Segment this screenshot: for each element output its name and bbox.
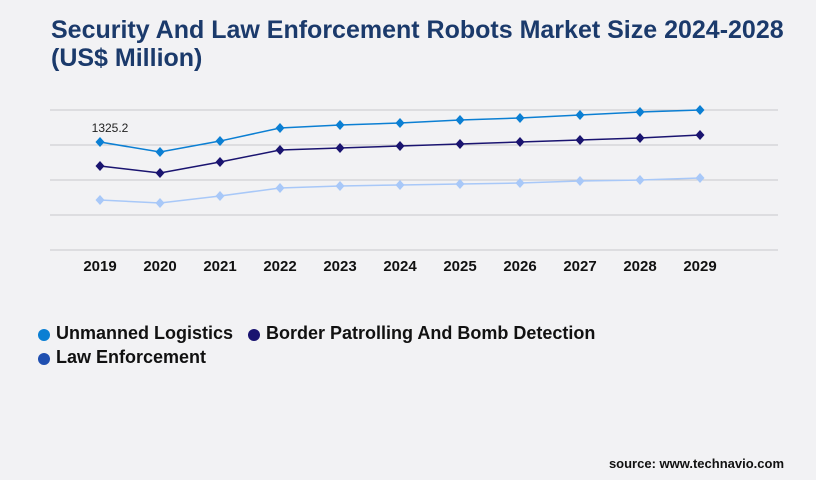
data-point-marker: [635, 175, 645, 185]
x-tick-label: 2020: [143, 258, 176, 275]
data-point-marker: [95, 195, 105, 206]
data-point-marker: [335, 142, 345, 153]
line-chart: 2019 2020 2021 2022 2023 2024 2025 2026 2027 2028…: [50, 105, 778, 275]
data-label: 1325.2: [92, 121, 129, 135]
source-note: source: www.technavio.com: [608, 456, 784, 471]
data-point-marker: [455, 115, 465, 126]
data-point-marker: [455, 138, 465, 149]
data-point-marker: [275, 182, 285, 193]
data-point-marker: [575, 109, 585, 120]
data-point-marker: [635, 133, 645, 144]
data-point-marker: [215, 156, 225, 167]
data-point-marker: [515, 112, 525, 123]
legend-marker-icon: [248, 329, 260, 341]
data-point-marker: [395, 117, 405, 128]
x-tick-label: 2022: [263, 258, 296, 275]
data-point-marker: [515, 178, 525, 189]
legend-item-law-enforcement: Law Enforcement: [38, 347, 206, 368]
data-point-marker: [515, 137, 525, 148]
legend-label: Border Patrolling And Bomb Detection: [266, 323, 596, 343]
legend-marker-icon: [38, 353, 50, 365]
data-point-marker: [275, 123, 285, 134]
x-tick-label: 2025: [443, 258, 476, 275]
data-point-marker: [695, 105, 705, 115]
data-point-marker: [95, 160, 105, 171]
x-tick-label: 2029: [683, 258, 716, 275]
data-point-marker: [335, 119, 345, 130]
data-point-marker: [635, 107, 645, 118]
x-tick-label: 2023: [323, 258, 356, 275]
x-tick-label: 2026: [503, 258, 536, 275]
legend-label: Unmanned Logistics: [56, 323, 234, 343]
legend-item-unmanned-logistics: Unmanned Logistics: [38, 323, 233, 344]
data-point-marker: [455, 178, 465, 189]
data-point-marker: [155, 147, 165, 158]
x-tick-label: 2019: [83, 258, 116, 275]
x-tick-label: 2028: [623, 258, 656, 275]
x-tick-label: 2027: [563, 258, 596, 275]
data-point-marker: [395, 141, 405, 152]
chart-title: Security And Law Enforcement Robots Mark…: [51, 16, 784, 72]
series-line-1: [99, 134, 701, 174]
legend-label: Law Enforcement: [56, 347, 207, 367]
data-point-marker: [155, 197, 165, 208]
data-point-marker: [695, 173, 705, 184]
data-point-marker: [155, 167, 165, 178]
data-point-marker: [95, 137, 105, 148]
x-tick-label: 2021: [203, 258, 236, 275]
data-point-marker: [275, 145, 285, 156]
x-tick-label: 2024: [383, 258, 417, 275]
data-point-marker: [575, 134, 585, 145]
legend-marker-icon: [38, 329, 50, 341]
data-point-marker: [395, 179, 405, 190]
data-point-marker: [695, 130, 705, 141]
data-point-marker: [335, 181, 345, 192]
data-point-marker: [215, 136, 225, 147]
data-point-marker: [575, 175, 585, 186]
legend-item-border-patrolling: Border Patrolling And Bomb Detection: [248, 323, 595, 344]
data-point-marker: [215, 190, 225, 201]
